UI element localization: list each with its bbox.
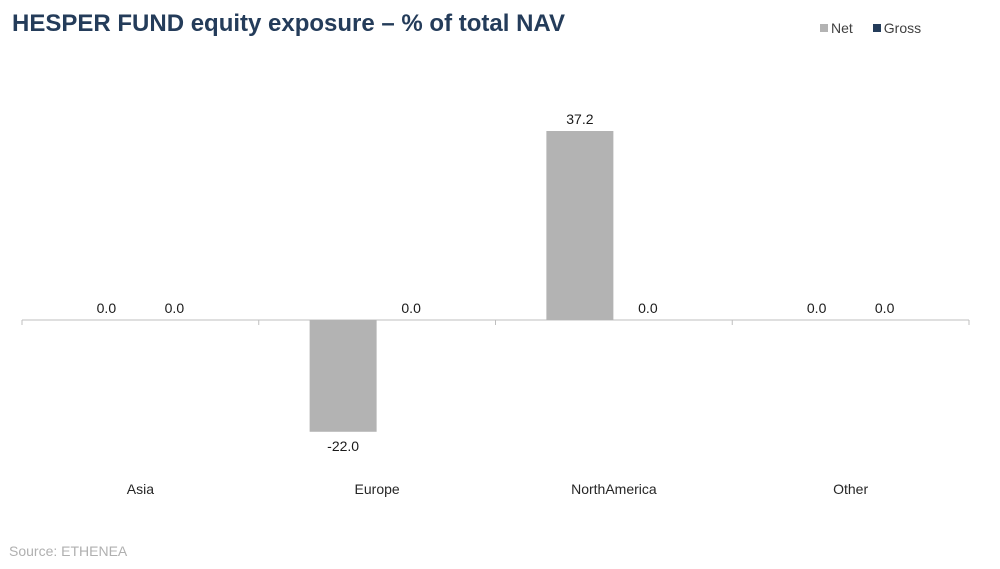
x-tick-label: Asia — [127, 481, 154, 497]
data-label: 0.0 — [97, 300, 117, 316]
x-tick-label: Other — [833, 481, 868, 497]
data-label: 0.0 — [807, 300, 827, 316]
bar-net — [546, 131, 614, 320]
data-label: 0.0 — [638, 300, 658, 316]
legend-swatch-net — [820, 24, 828, 32]
legend-swatch-gross — [872, 24, 881, 32]
legend-item-net: Net — [820, 20, 853, 36]
x-tick-label: NorthAmerica — [571, 481, 657, 497]
bar-net — [309, 320, 377, 432]
legend-item-gross: Gross — [872, 20, 922, 36]
chart-legend: Net Gross — [820, 20, 921, 36]
data-label: 0.0 — [401, 300, 421, 316]
data-label: 37.2 — [566, 111, 593, 127]
data-label: -22.0 — [327, 438, 359, 454]
legend-label-net: Net — [831, 20, 853, 36]
data-label: 0.0 — [875, 300, 895, 316]
source-note: Source: ETHENEA — [9, 543, 128, 559]
x-tick-label: Europe — [355, 481, 400, 497]
legend-label-gross: Gross — [883, 20, 922, 36]
chart-title: HESPER FUND equity exposure – % of total… — [12, 10, 565, 37]
data-label: 0.0 — [165, 300, 185, 316]
